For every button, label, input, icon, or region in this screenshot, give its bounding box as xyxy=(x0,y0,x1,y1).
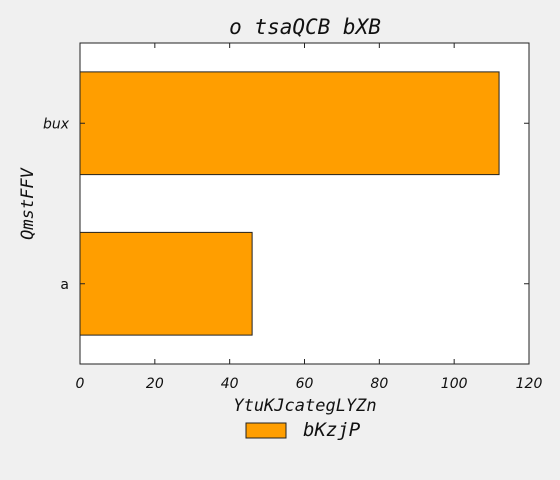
y-axis-label: QmstFFV xyxy=(18,167,38,239)
x-tick-label: 120 xyxy=(516,376,543,392)
legend-entry-label: bKzjP xyxy=(303,419,361,441)
plot-frame xyxy=(79,42,530,365)
x-tick-label: 20 xyxy=(146,376,164,392)
x-tick-label: 40 xyxy=(221,376,239,392)
legend-swatch xyxy=(245,422,287,439)
legend: bKzjP xyxy=(245,419,361,441)
chart-title: o tsaQCB bXB xyxy=(229,15,381,39)
x-tick-label: 80 xyxy=(370,376,388,392)
y-tick-label: a xyxy=(60,277,69,293)
bar-a xyxy=(79,231,253,336)
bar-bux xyxy=(79,71,500,176)
x-axis-label: YtuKJcategLYZn xyxy=(233,396,376,416)
x-tick-label: 60 xyxy=(296,376,314,392)
x-tick-label: 100 xyxy=(441,376,468,392)
y-tick-label: bux xyxy=(43,116,70,132)
x-tick-label: 0 xyxy=(76,376,85,392)
